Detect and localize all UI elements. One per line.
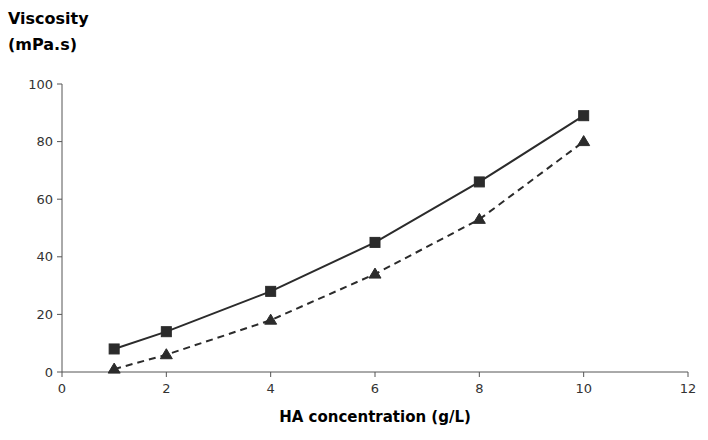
series [109, 111, 589, 354]
y-tick [57, 199, 62, 200]
point [109, 344, 119, 354]
axes: 0 2 4 6 8 10 12 0 20 40 60 80 100 [28, 77, 696, 397]
chart: 0 2 4 6 8 10 12 0 20 40 60 80 100 HA concentration (g… [0, 0, 708, 440]
y-tick [57, 372, 62, 373]
y-tick-label: 40 [36, 249, 53, 264]
y-axis-line [62, 84, 63, 372]
x-tick [375, 372, 376, 377]
x-tick [62, 372, 63, 377]
series-line [114, 142, 584, 370]
point [265, 314, 277, 324]
y-tick [57, 84, 62, 85]
x-tick [479, 372, 480, 377]
point [160, 349, 172, 359]
point [369, 268, 381, 278]
x-tick [688, 372, 689, 377]
y-tick-label: 0 [45, 365, 53, 380]
x-tick-label: 2 [162, 381, 170, 396]
point [579, 111, 589, 121]
x-tick [166, 372, 167, 377]
y-tick-label: 60 [36, 192, 53, 207]
x-tick-label: 10 [575, 381, 592, 396]
y-axis-label: (mPa.s) [8, 35, 77, 54]
point [266, 286, 276, 296]
x-tick [270, 372, 271, 377]
x-tick-label: 8 [475, 381, 483, 396]
point [108, 363, 120, 373]
x-axis-label: HA concentration (g/L) [279, 408, 471, 426]
x-tick-label: 6 [371, 381, 379, 396]
y-tick-label: 100 [28, 77, 53, 92]
x-tick [583, 372, 584, 377]
point [161, 327, 171, 337]
plot-area [108, 111, 590, 373]
x-tick-label: 0 [58, 381, 66, 396]
x-tick-label: 4 [267, 381, 275, 396]
y-tick [57, 256, 62, 257]
y-tick-label: 20 [36, 307, 53, 322]
y-axis-label: Viscosity [8, 9, 89, 28]
point [578, 136, 590, 146]
series [108, 136, 590, 374]
point [473, 213, 485, 223]
y-tick [57, 141, 62, 142]
point [370, 237, 380, 247]
point [474, 177, 484, 187]
y-tick-label: 80 [36, 134, 53, 149]
y-tick [57, 314, 62, 315]
chart-container: 0 2 4 6 8 10 12 0 20 40 60 80 100 HA concentration (g… [0, 0, 708, 440]
series-line [114, 116, 584, 349]
x-tick-label: 12 [680, 381, 697, 396]
